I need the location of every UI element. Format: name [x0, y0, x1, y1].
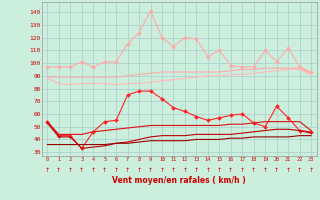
X-axis label: Vent moyen/en rafales ( km/h ): Vent moyen/en rafales ( km/h )	[112, 176, 246, 185]
